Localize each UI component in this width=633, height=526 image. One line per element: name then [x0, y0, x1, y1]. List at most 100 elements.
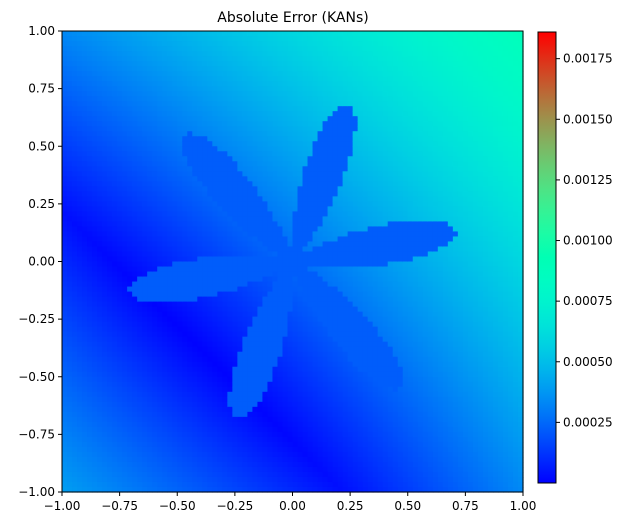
- heatmap-cell: [82, 191, 88, 197]
- heatmap-cell: [287, 126, 294, 132]
- heatmap-cell: [247, 341, 254, 348]
- heatmap-cell: [147, 476, 153, 483]
- heatmap-cell: [302, 406, 309, 413]
- heatmap-cell: [102, 431, 108, 438]
- heatmap-cell: [132, 316, 138, 323]
- heatmap-cell: [177, 36, 183, 42]
- heatmap-cell: [297, 221, 304, 228]
- heatmap-cell: [122, 61, 128, 67]
- heatmap-cell: [187, 76, 193, 82]
- heatmap-cell: [312, 41, 319, 47]
- heatmap-cell: [157, 181, 163, 187]
- heatmap-cell: [247, 301, 254, 308]
- heatmap-cell: [322, 406, 329, 413]
- heatmap-cell: [327, 241, 334, 248]
- heatmap-cell: [172, 201, 178, 207]
- heatmap-cell: [242, 91, 248, 97]
- heatmap-cell: [62, 306, 68, 313]
- heatmap-cell: [107, 131, 113, 137]
- heatmap-cell: [242, 181, 248, 187]
- heatmap-cell: [262, 191, 269, 197]
- heatmap-cell: [257, 176, 264, 182]
- heatmap-cell: [97, 171, 103, 177]
- heatmap-cell: [87, 206, 93, 212]
- heatmap-cell: [162, 151, 168, 157]
- heatmap-cell: [152, 296, 158, 303]
- heatmap-cell: [147, 276, 153, 283]
- heatmap-cell: [282, 306, 289, 313]
- heatmap-cell: [167, 356, 173, 363]
- heatmap-cell: [257, 151, 264, 157]
- heatmap-cell: [267, 51, 274, 57]
- heatmap-cell: [72, 276, 78, 283]
- heatmap-cell: [307, 296, 314, 303]
- heatmap-cell: [267, 281, 274, 288]
- heatmap-cell: [237, 316, 243, 323]
- heatmap-cell: [107, 461, 113, 468]
- heatmap-cell: [87, 446, 93, 453]
- heatmap-cell: [227, 401, 233, 408]
- heatmap-cell: [102, 361, 108, 368]
- heatmap-cell: [117, 296, 123, 303]
- heatmap-cell: [102, 351, 108, 358]
- heatmap-cell: [212, 141, 218, 147]
- heatmap-cell: [117, 211, 123, 217]
- heatmap-cell: [62, 441, 68, 448]
- heatmap-cell: [177, 351, 183, 358]
- heatmap-cell: [332, 56, 339, 62]
- heatmap-cell: [147, 391, 153, 398]
- heatmap-cell: [217, 291, 223, 298]
- heatmap-cell: [127, 486, 133, 493]
- heatmap-cell: [167, 111, 173, 117]
- heatmap-cell: [147, 346, 153, 353]
- heatmap-cell: [157, 61, 163, 67]
- heatmap-cell: [107, 451, 113, 458]
- heatmap-cell: [242, 426, 248, 433]
- heatmap-cell: [117, 136, 123, 142]
- heatmap-cell: [152, 306, 158, 313]
- heatmap-cell: [292, 156, 299, 162]
- heatmap-cell: [257, 51, 264, 57]
- heatmap-cell: [107, 411, 113, 418]
- heatmap-cell: [77, 461, 83, 468]
- heatmap-cell: [237, 236, 243, 243]
- heatmap-cell: [222, 221, 228, 228]
- heatmap-cell: [122, 206, 128, 212]
- heatmap-cell: [262, 471, 269, 478]
- heatmap-cell: [187, 96, 193, 102]
- heatmap-cell: [212, 191, 218, 197]
- heatmap-cell: [92, 171, 98, 177]
- heatmap-cell: [117, 66, 123, 72]
- heatmap-cell: [312, 61, 319, 67]
- heatmap-cell: [282, 186, 289, 192]
- heatmap-cell: [287, 411, 294, 418]
- heatmap-cell: [227, 126, 233, 132]
- heatmap-cell: [137, 176, 143, 182]
- heatmap-cell: [192, 401, 198, 408]
- heatmap-cell: [117, 186, 123, 192]
- heatmap-cell: [297, 326, 304, 333]
- heatmap-cell: [207, 291, 213, 298]
- heatmap-cell: [317, 101, 324, 107]
- heatmap-cell: [237, 251, 243, 258]
- heatmap-cell: [127, 221, 133, 228]
- heatmap-cell: [62, 56, 68, 62]
- heatmap-cell: [212, 186, 218, 192]
- heatmap-cell: [292, 126, 299, 132]
- heatmap-cell: [142, 291, 148, 298]
- heatmap-cell: [262, 176, 269, 182]
- heatmap-cell: [217, 391, 223, 398]
- heatmap-cell: [167, 271, 173, 278]
- heatmap-cell: [247, 316, 254, 323]
- heatmap-cell: [152, 446, 158, 453]
- heatmap-cell: [197, 386, 203, 393]
- heatmap-cell: [307, 376, 314, 383]
- heatmap-cell: [92, 216, 98, 223]
- heatmap-cell: [122, 286, 128, 293]
- heatmap-cell: [147, 321, 153, 328]
- heatmap-cell: [127, 466, 133, 473]
- heatmap-cell: [237, 326, 243, 333]
- heatmap-cell: [247, 101, 254, 107]
- heatmap-cell: [327, 441, 334, 448]
- heatmap-cell: [252, 111, 259, 117]
